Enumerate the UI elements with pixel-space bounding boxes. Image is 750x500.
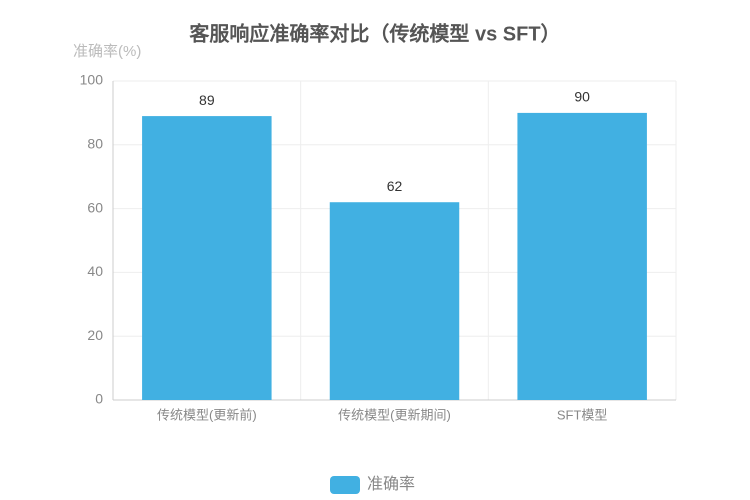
legend-label: 准确率 <box>367 475 415 493</box>
chart-title: 客服响应准确率对比（传统模型 vs SFT） <box>188 21 560 45</box>
y-tick-label: 100 <box>80 72 104 88</box>
x-tick-label: 传统模型(更新期间) <box>338 407 451 422</box>
y-tick-label: 20 <box>87 327 103 343</box>
legend-swatch <box>330 476 360 494</box>
y-tick-label: 40 <box>87 263 103 279</box>
bar <box>329 202 460 400</box>
x-tick-label: SFT模型 <box>557 407 608 422</box>
y-tick-label: 80 <box>87 136 103 152</box>
x-tick-label: 传统模型(更新前) <box>157 407 257 422</box>
data-label: 62 <box>387 178 403 194</box>
y-tick-label: 0 <box>95 391 103 407</box>
data-label: 89 <box>199 92 215 108</box>
y-tick-label: 60 <box>87 199 103 215</box>
data-label: 90 <box>574 89 590 105</box>
bar <box>142 116 272 400</box>
y-axis-label: 准确率(%) <box>73 43 141 60</box>
bar <box>517 112 647 401</box>
